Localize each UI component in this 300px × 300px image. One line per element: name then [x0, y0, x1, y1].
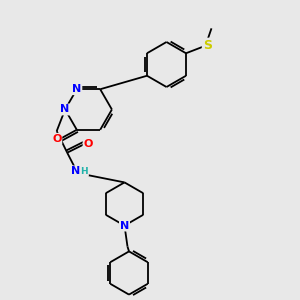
Text: N: N: [61, 104, 70, 115]
Text: S: S: [203, 39, 212, 52]
Text: N: N: [72, 84, 81, 94]
Text: O: O: [52, 134, 62, 144]
Text: H: H: [80, 167, 88, 176]
Text: N: N: [71, 166, 80, 176]
Text: O: O: [83, 139, 93, 149]
Text: N: N: [120, 220, 129, 231]
